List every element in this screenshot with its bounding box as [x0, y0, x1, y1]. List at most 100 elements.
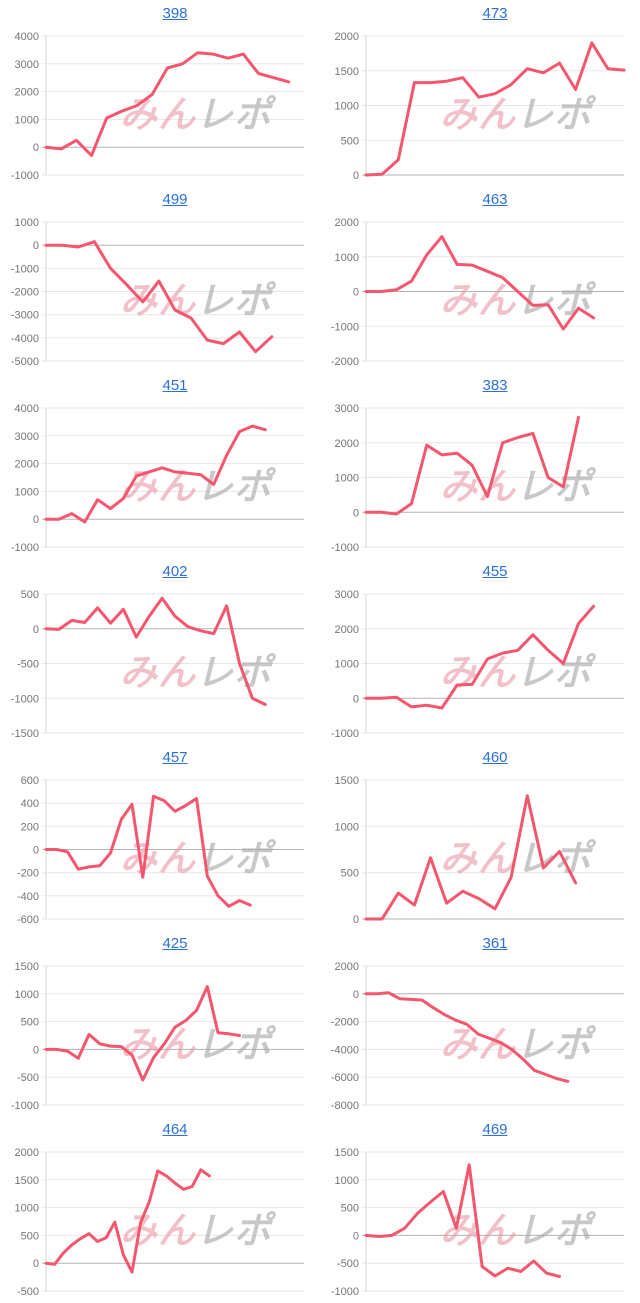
y-axis-tick-label: 1000: [335, 252, 359, 264]
y-axis-tick-label: 500: [341, 135, 359, 147]
line-chart: -1000 0 1000 2000 3000 みんレポ: [331, 589, 624, 740]
watermark-logo: みんレポ: [118, 651, 281, 694]
chart-title-link-383[interactable]: 383: [482, 377, 508, 394]
chart-title-link-361[interactable]: 361: [482, 935, 508, 952]
watermark-gray-text: レポ: [194, 93, 281, 136]
y-axis-tick-label: 0: [33, 514, 39, 526]
y-axis-tick-label: -8000: [331, 1100, 359, 1112]
line-chart: -1000 -500 0 500 1000 1500 みんレポ: [11, 961, 304, 1112]
chart-title-link-425[interactable]: 425: [162, 935, 188, 952]
y-axis-tick-label: 0: [33, 624, 39, 636]
y-axis-tick-label: -500: [17, 1286, 39, 1298]
y-axis-tick-label: 500: [21, 589, 39, 601]
y-axis-tick-label: 4000: [15, 403, 39, 415]
chart-cell: 463 -2000 -1000 0 1000 2000 みんレポ: [320, 186, 640, 372]
data-line: [44, 596, 267, 706]
y-axis-tick-label: 0: [353, 287, 359, 299]
y-axis-tick-label: -500: [17, 1072, 39, 1084]
watermark-pink-text: みん: [438, 1023, 525, 1066]
watermark-gray-text: レポ: [514, 837, 601, 880]
y-axis-tick-label: 200: [21, 821, 39, 833]
y-axis-tick-label: -4000: [11, 333, 39, 345]
chart-title-row: 499: [30, 186, 320, 215]
y-axis-tick-label: -2000: [331, 356, 359, 368]
y-axis-tick-label: 3000: [335, 589, 359, 601]
data-line: [44, 794, 252, 908]
data-line: [364, 794, 578, 921]
chart-title-link-457[interactable]: 457: [162, 749, 188, 766]
y-axis-tick-label: 3000: [15, 59, 39, 71]
line-chart: 0 500 1000 1500 みんレポ: [335, 775, 624, 926]
y-axis-tick-label: 1500: [335, 66, 359, 78]
y-axis-tick-label: 3000: [15, 431, 39, 443]
y-axis-tick-label: 0: [353, 507, 359, 519]
chart-title-row: 398: [30, 0, 320, 29]
y-axis-tick-label: 0: [353, 1230, 359, 1242]
y-axis-tick-label: -200: [17, 868, 39, 880]
chart-title-row: 425: [30, 930, 320, 959]
y-axis-tick-label: 1500: [335, 1147, 359, 1159]
y-axis-tick-label: 500: [21, 1230, 39, 1242]
watermark-pink-text: みん: [118, 1209, 205, 1252]
watermark-logo: みんレポ: [118, 837, 281, 880]
y-axis-tick-label: 0: [33, 142, 39, 154]
y-axis-tick-label: -500: [337, 1258, 359, 1270]
y-axis-tick-label: 2000: [335, 217, 359, 229]
chart-cell: 460 0 500 1000 1500 みんレポ: [320, 744, 640, 930]
y-axis-tick-label: -1000: [331, 1286, 359, 1298]
watermark-logo: みんレポ: [118, 1209, 281, 1252]
watermark-gray-text: レポ: [514, 93, 601, 136]
y-axis-tick-label: -600: [17, 914, 39, 926]
y-axis-tick-label: -2000: [11, 287, 39, 299]
watermark-logo: みんレポ: [118, 465, 281, 508]
chart-title-row: 383: [350, 372, 640, 401]
y-axis-tick-label: -3000: [11, 310, 39, 322]
line-chart: -500 0 500 1000 1500 2000 みんレポ: [15, 1147, 304, 1298]
y-axis-tick-label: 1000: [335, 659, 359, 671]
watermark-logo: みんレポ: [118, 93, 281, 136]
y-axis-tick-label: 1000: [15, 1203, 39, 1215]
y-axis-tick-label: 1000: [15, 486, 39, 498]
watermark-pink-text: みん: [118, 651, 205, 694]
y-axis-tick-label: 1000: [335, 1175, 359, 1187]
chart-title-link-402[interactable]: 402: [162, 563, 188, 580]
y-axis-tick-label: 2000: [335, 961, 359, 973]
y-axis-tick-label: -5000: [11, 356, 39, 368]
y-axis-tick-label: 1000: [335, 101, 359, 113]
y-axis-tick-label: 2000: [15, 1147, 39, 1159]
line-chart: 0 500 1000 1500 2000 みんレポ: [335, 31, 626, 182]
chart-title-link-455[interactable]: 455: [482, 563, 508, 580]
chart-title-link-460[interactable]: 460: [482, 749, 508, 766]
y-axis-tick-label: 3000: [335, 403, 359, 415]
watermark-logo: みんレポ: [438, 837, 601, 880]
watermark-pink-text: みん: [118, 93, 205, 136]
watermark-gray-text: レポ: [194, 1023, 281, 1066]
y-axis-tick-label: -2000: [331, 1017, 359, 1029]
data-line: [44, 424, 267, 524]
chart-title-link-451[interactable]: 451: [162, 377, 188, 394]
chart-title-row: 402: [30, 558, 320, 587]
chart-title-link-473[interactable]: 473: [482, 5, 508, 22]
line-chart: -1500 -1000 -500 0 500 みんレポ: [11, 589, 304, 740]
y-axis-tick-label: 1000: [335, 821, 359, 833]
chart-cell: 398 -1000 0 1000 2000 3000 4000 みんレポ: [0, 0, 320, 186]
chart-title-row: 463: [350, 186, 640, 215]
watermark-pink-text: みん: [438, 93, 525, 136]
y-axis-tick-label: 500: [341, 868, 359, 880]
chart-title-link-464[interactable]: 464: [162, 1121, 188, 1138]
chart-cell: 464 -500 0 500 1000 1500 2000 みんレポ: [0, 1116, 320, 1302]
line-chart: -8000 -6000 -4000 -2000 0 2000 みんレポ: [331, 961, 624, 1112]
y-axis-tick-label: 1000: [15, 217, 39, 229]
chart-title-link-463[interactable]: 463: [482, 191, 508, 208]
y-axis-tick-label: -1000: [11, 1100, 39, 1112]
chart-cell: 425 -1000 -500 0 500 1000 1500 みんレポ: [0, 930, 320, 1116]
y-axis-tick-label: 1500: [15, 1175, 39, 1187]
data-line: [364, 235, 596, 331]
chart-title-link-398[interactable]: 398: [162, 5, 188, 22]
chart-title-link-469[interactable]: 469: [482, 1121, 508, 1138]
watermark-pink-text: みん: [118, 465, 205, 508]
chart-title-link-499[interactable]: 499: [162, 191, 188, 208]
y-axis-tick-label: 1500: [335, 775, 359, 787]
